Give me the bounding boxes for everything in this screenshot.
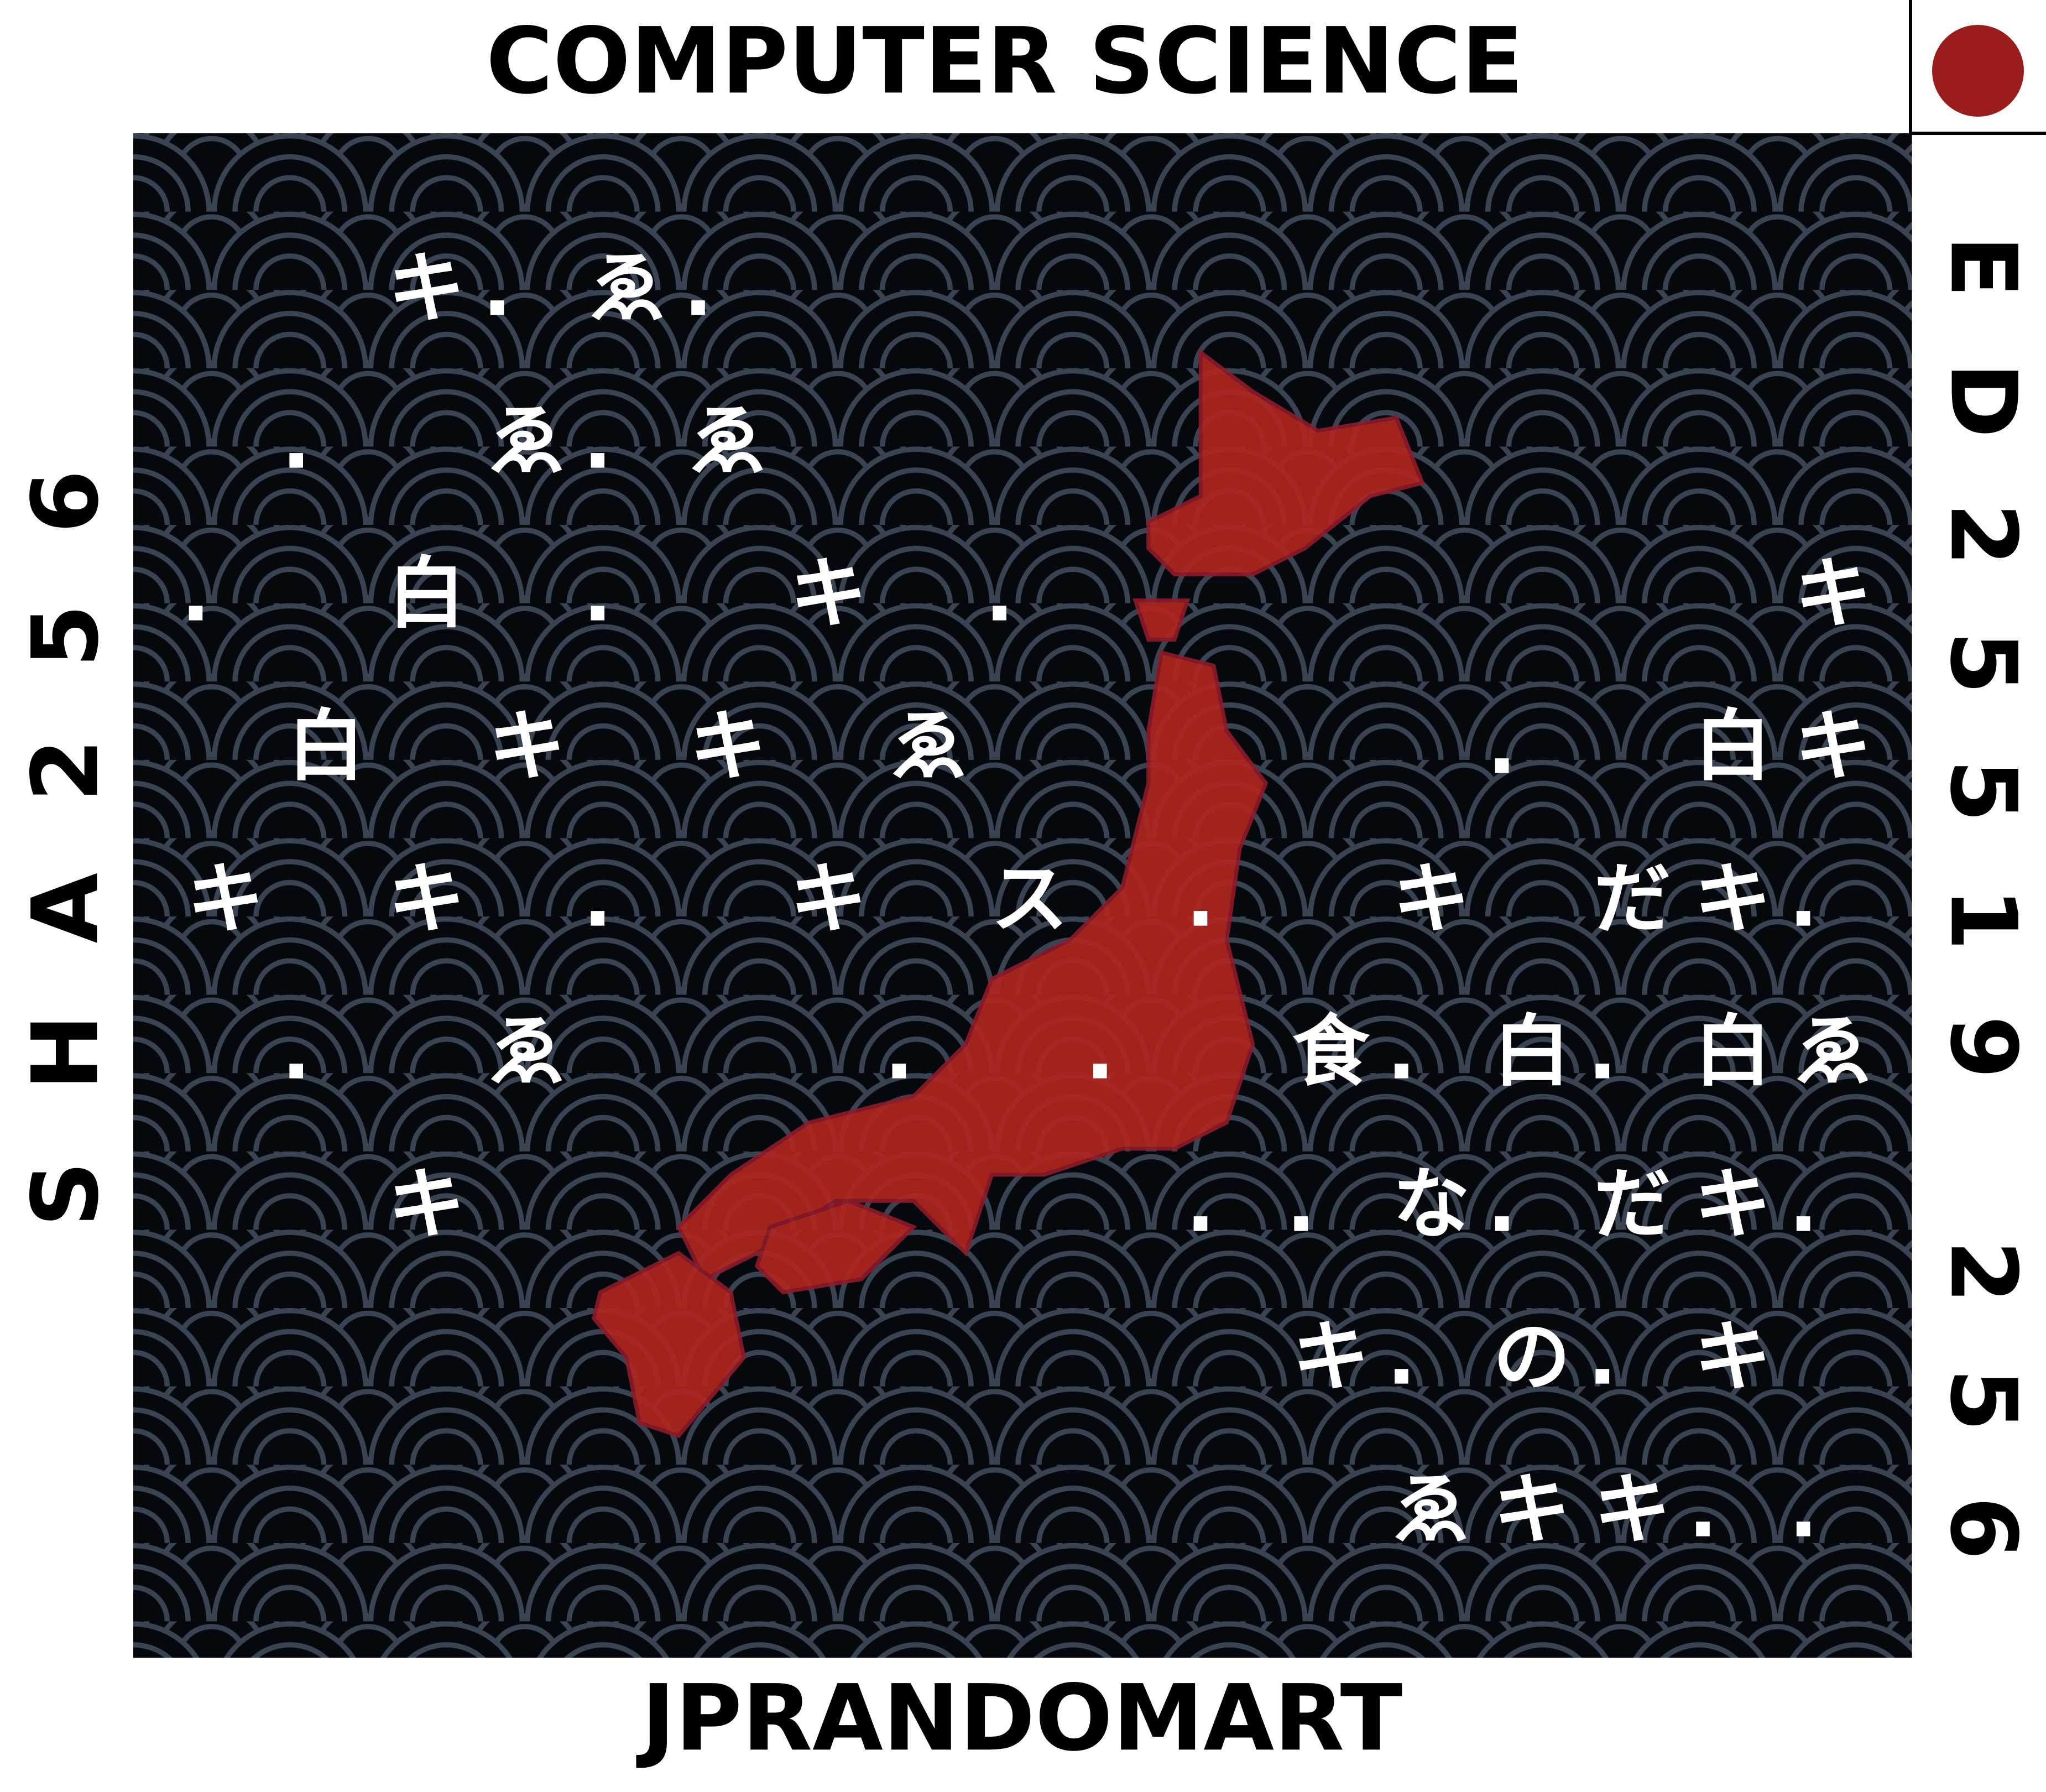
grid-cell: . (1085, 1007, 1115, 1097)
grid-cell: キ (689, 702, 766, 792)
left-label: SHA256 (12, 470, 118, 1227)
grid-cell: . (683, 244, 713, 334)
grid-cell: キ (790, 855, 867, 945)
grid-cell: ゑ (488, 1007, 566, 1097)
grid-cell: ゑ (890, 702, 968, 792)
grid-cell: キ (1794, 549, 1872, 639)
grid-cell: キ (1594, 1465, 1671, 1555)
grid-cell: . (1688, 1465, 1718, 1555)
grid-cell: . (985, 549, 1014, 639)
grid-cell: キ (1694, 1312, 1771, 1403)
grid-cell: . (583, 397, 612, 487)
grid-cell: . (1387, 1312, 1416, 1403)
grid-cell: . (483, 244, 512, 334)
artwork (133, 133, 1912, 1658)
grid-cell: . (281, 1007, 311, 1097)
grid-cell: 食 (1292, 1007, 1370, 1097)
grid-cell: . (1487, 702, 1517, 792)
grid-cell: . (1186, 1160, 1215, 1250)
grid-cell: ス (991, 855, 1068, 945)
grid-cell: キ (388, 855, 465, 945)
footer-label: JPRANDOMART (636, 1665, 1402, 1771)
grid-cell: . (583, 855, 612, 945)
grid-cell: キ (187, 855, 264, 945)
wave-pattern (133, 133, 1912, 1658)
character-grid: キ. ゑ.. ゑ. ゑ. 白. キ. キ白キキゑ. 白キキキ. キス. キだキ.. ゑ.. 食. 白. 白… (181, 244, 1872, 1555)
grid-cell: キ (1794, 702, 1872, 792)
grid-cell: キ (388, 244, 465, 334)
red-sun (1932, 25, 2024, 117)
grid-cell: . (1789, 1465, 1818, 1555)
grid-cell: . (1588, 1007, 1617, 1097)
grid-cell: の (1493, 1312, 1570, 1403)
grid-cell: . (1789, 855, 1818, 945)
grid-cell: . (181, 549, 210, 639)
grid-cell: キ (1694, 855, 1771, 945)
grid-cell: だ (1594, 855, 1671, 945)
grid-cell: ゑ (488, 397, 566, 487)
grid-cell: . (583, 549, 612, 639)
grid-cell: キ (1392, 855, 1470, 945)
grid-cell: . (884, 1007, 914, 1097)
grid-cell: だ (1594, 1160, 1671, 1250)
grid-cell: . (1487, 1160, 1517, 1250)
grid-cell: 白 (288, 702, 365, 792)
japan-map (591, 348, 1426, 1439)
grid-cell: . (281, 397, 311, 487)
grid-cell: ゑ (689, 397, 766, 487)
grid-cell: キ (1493, 1465, 1570, 1555)
grid-cell: . (1387, 1007, 1416, 1097)
right-label: ED25519 256 (1930, 236, 2037, 1560)
grid-cell: キ (488, 702, 566, 792)
grid-cell: キ (388, 1160, 465, 1250)
grid-cell: 白 (1694, 702, 1771, 792)
grid-cell: ゑ (1794, 1007, 1872, 1097)
grid-cell: 白 (388, 549, 465, 639)
grid-cell: キ (790, 549, 867, 639)
grid-cell: . (1588, 1312, 1617, 1403)
grid-cell: な (1392, 1160, 1470, 1250)
grid-cell: 白 (1493, 1007, 1570, 1097)
grid-cell: . (1286, 1160, 1316, 1250)
grid-cell: キ (1694, 1160, 1771, 1250)
grid-cell: . (1789, 1160, 1818, 1250)
grid-cell: . (1186, 855, 1215, 945)
grid-cell: ゑ (1392, 1465, 1470, 1555)
grid-cell: キ (1292, 1312, 1370, 1403)
title: COMPUTER SCIENCE (486, 8, 1523, 114)
grid-cell: ゑ (589, 244, 666, 334)
grid-cell: 白 (1694, 1007, 1771, 1097)
